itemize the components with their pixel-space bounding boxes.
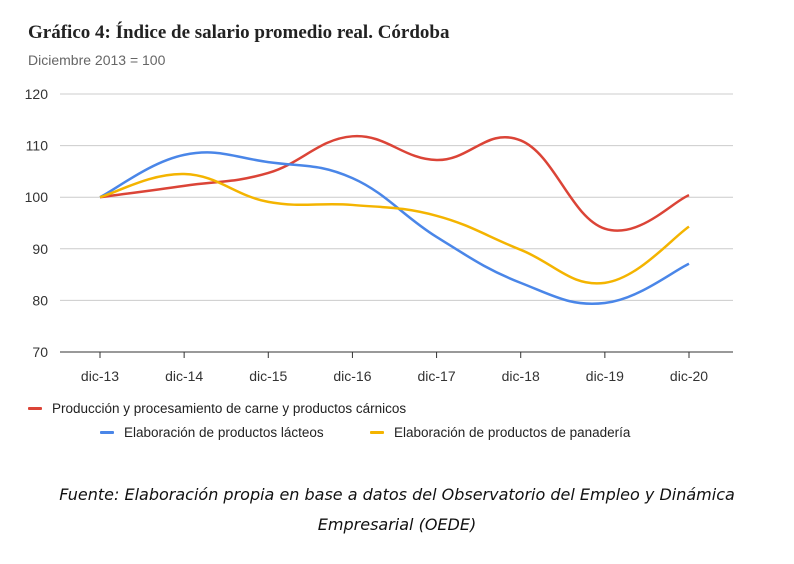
x-tick-label: dic-15 (249, 368, 287, 384)
source-line-1: Fuente: Elaboración propia en base a dat… (59, 485, 735, 504)
line-chart: 70 80 90 100 110 120 dic-13 dic-14 dic-15 dic-16 d… (25, 86, 733, 384)
x-tick-label: dic-18 (502, 368, 540, 384)
chart-subtitle: Diciembre 2013 = 100 (28, 52, 166, 68)
legend-label: Elaboración de productos lácteos (124, 425, 324, 440)
y-tick-label: 100 (25, 189, 49, 205)
source-line-2: Empresarial (OEDE) (317, 515, 477, 534)
legend-swatch (370, 431, 384, 434)
y-tick-label: 120 (25, 86, 49, 102)
legend-swatch (100, 431, 114, 434)
x-tick-label: dic-13 (81, 368, 119, 384)
legend-item-0: Producción y procesamiento de carne y pr… (28, 401, 406, 416)
y-tick-label: 90 (32, 241, 48, 257)
chart-title: Gráfico 4: Índice de salario promedio re… (28, 22, 450, 43)
x-tick-label: dic-20 (670, 368, 708, 384)
legend-item-2: Elaboración de productos de panadería (370, 425, 630, 440)
x-tick-label: dic-17 (418, 368, 456, 384)
y-tick-label: 70 (32, 344, 48, 360)
series-line-1 (99, 151, 690, 305)
legend-item-1: Elaboración de productos lácteos (100, 425, 324, 440)
legend-label: Producción y procesamiento de carne y pr… (52, 401, 407, 416)
x-tick-label: dic-19 (586, 368, 624, 384)
series-line-2 (99, 172, 690, 285)
legend-label: Elaboración de productos de panadería (394, 425, 631, 440)
y-tick-label: 110 (26, 138, 49, 154)
source-note: Fuente: Elaboración propia en base a dat… (0, 480, 794, 540)
x-tick-label: dic-14 (165, 368, 203, 384)
series-line-0 (99, 135, 690, 232)
y-tick-label: 80 (32, 292, 48, 308)
x-tick-label: dic-16 (333, 368, 371, 384)
legend-swatch (28, 407, 42, 410)
